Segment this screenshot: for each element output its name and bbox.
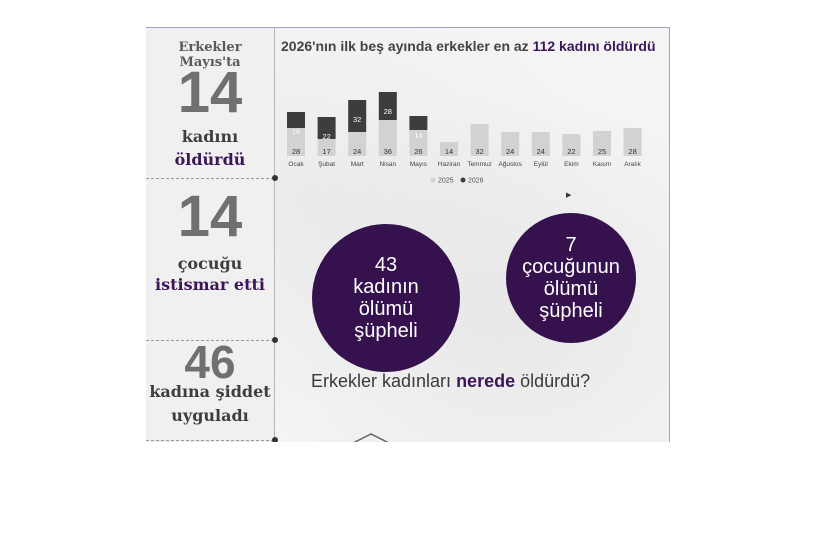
bar-label-2026: 22 [322,132,330,141]
x-tick-label: Aralık [624,161,641,168]
bar-2026 [348,100,367,132]
where-prefix: Erkekler kadınları [311,371,457,391]
where-heading: Erkekler kadınları nerede öldürdü? [311,371,590,392]
x-tick-label: Eylül [534,161,549,168]
chart-title-highlight: 112 kadını öldürdü [532,38,656,54]
timeline-dot [272,437,278,442]
bar-2026 [378,92,397,120]
stat-violence-number: 46 [184,336,236,388]
bar-2025 [348,132,367,156]
x-tick-label: Ekim [564,161,578,168]
x-tick-label: Şubat [318,161,335,168]
x-tick-label: Nisan [379,161,396,168]
circle-line: ölümü [358,298,414,320]
bar-label-2026: 14 [414,131,422,140]
circle-line: çocuğunun [522,256,620,278]
stat-killed-line1: kadını [181,127,239,146]
bar-2025 [501,132,520,156]
bar-label-2025: 25 [598,147,606,156]
bar-label-2025: 24 [353,147,361,156]
bar-2025 [470,124,489,156]
bar-label-2025: 36 [384,147,392,156]
legend-marker-2025 [430,177,436,183]
bar-2026 [409,116,428,130]
bar-label-2025: 24 [537,147,545,156]
bar-2025 [317,139,336,156]
bar-2025 [593,131,611,156]
circle-line: ölümü [543,278,599,300]
house-icon [353,433,389,442]
timeline-dot [272,337,278,343]
bar-2025 [562,134,581,156]
x-tick-label: Mart [351,161,364,168]
x-tick-label: Ocak [288,161,304,168]
bar-2025 [623,128,642,156]
x-tick-label: Mayıs [410,161,428,168]
bar-label-2025: 14 [445,147,453,156]
divider [146,340,274,341]
timeline-dot [272,175,278,181]
bar-2025 [378,120,397,156]
bar-label-2026: 32 [353,115,361,124]
stat-abuse-line1: çocuğu [177,254,243,273]
bar-2026 [317,117,336,139]
where-suffix: öldürdü? [515,371,591,391]
legend-label-2025: 2025 [438,178,454,185]
circle-line: şüpheli [539,300,603,322]
play-arrow-icon: ▶ [566,192,572,199]
stat-abuse-line2: istismar etti [155,275,265,294]
left-panel-title: Erkekler Mayıs'ta [178,40,242,70]
legend-label-2026: 2026 [468,178,484,185]
stat-violence-line2: uyguladı [171,406,249,425]
x-tick-label: Temmuz [467,161,492,168]
bar-2026 [287,112,305,128]
x-tick-label: Haziran [438,161,461,168]
chart-title: 2026'nın ilk beş ayında erkekler en az 1… [281,38,656,54]
bar-label-2025: 17 [322,147,330,156]
bar-2025 [531,132,550,156]
suspicious-children-circle: 7 çocuğunun ölümü şüpheli [506,213,636,343]
bar-chart: 28 16 Ocak 17 22 Şubat 24 32 Mart 36 28 Nisan 26 14 Ma… [287,92,642,185]
bar-label-2025: 26 [414,147,422,156]
circle-line: kadının [353,276,419,298]
bar-label-2025: 22 [567,147,575,156]
vertical-rule [274,28,275,442]
bar-label-2025: 32 [475,147,483,156]
x-tick-label: Ağustos [498,161,522,168]
stat-killed-number: 14 [177,60,243,125]
stat-violence-line1: kadına şiddet [149,382,271,401]
bar-2025 [287,128,305,156]
circle-line: 43 [374,254,398,276]
bar-label-2026: 16 [292,127,300,136]
stat-killed-line2: öldürdü [174,150,246,169]
chart-title-prefix: 2026'nın ilk beş ayında erkekler en az [281,38,533,54]
bar-label-2025: 24 [506,147,514,156]
infographic: Erkekler Mayıs'ta 14 kadını öldürdü 14 ç… [146,27,670,442]
bar-2025 [409,130,428,156]
left-panel: Erkekler Mayıs'ta 14 kadını öldürdü 14 ç… [146,28,274,442]
bar-2025 [440,142,458,156]
bar-label-2025: 28 [292,147,300,156]
circle-line: şüpheli [354,320,418,342]
bar-label-2026: 28 [384,107,392,116]
suspicious-women-circle: 43 kadının ölümü şüpheli [312,224,460,372]
stat-abuse-number: 14 [177,184,243,249]
legend-marker-2026 [460,177,466,183]
bar-label-2025: 28 [628,147,636,156]
x-tick-label: Kasım [593,161,611,168]
where-highlight: nerede [456,371,516,391]
divider [146,440,274,441]
circle-line: 7 [565,234,577,256]
divider [146,178,274,179]
